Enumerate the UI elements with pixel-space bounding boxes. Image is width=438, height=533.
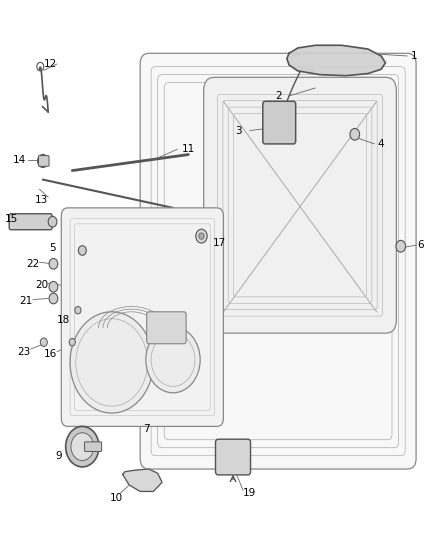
Text: 23: 23 (18, 347, 31, 357)
Text: 14: 14 (13, 155, 26, 165)
Text: 15: 15 (4, 214, 18, 223)
Text: 10: 10 (110, 494, 123, 503)
Text: 12: 12 (44, 59, 57, 69)
FancyBboxPatch shape (215, 439, 251, 475)
Text: 1: 1 (410, 51, 417, 61)
Circle shape (49, 259, 58, 269)
FancyBboxPatch shape (263, 101, 296, 144)
Text: 16: 16 (44, 350, 57, 359)
FancyBboxPatch shape (204, 77, 396, 333)
Circle shape (350, 128, 360, 140)
Circle shape (49, 281, 58, 292)
Circle shape (78, 246, 86, 255)
Circle shape (146, 327, 200, 393)
Circle shape (396, 240, 406, 252)
Circle shape (40, 338, 47, 346)
FancyBboxPatch shape (9, 214, 52, 230)
Text: 13: 13 (35, 195, 48, 205)
Circle shape (199, 233, 204, 239)
Circle shape (38, 155, 48, 167)
FancyBboxPatch shape (39, 156, 49, 166)
Text: 7: 7 (143, 424, 150, 434)
Circle shape (49, 293, 58, 304)
Text: 2: 2 (275, 91, 282, 101)
Text: 21: 21 (20, 296, 33, 306)
Circle shape (66, 426, 99, 467)
Circle shape (48, 216, 57, 227)
Circle shape (69, 338, 75, 346)
Text: 5: 5 (49, 243, 56, 253)
Text: 17: 17 (212, 238, 226, 247)
FancyBboxPatch shape (61, 208, 223, 426)
Polygon shape (123, 469, 162, 491)
Text: 6: 6 (417, 240, 424, 250)
FancyBboxPatch shape (85, 442, 102, 451)
Text: 11: 11 (182, 144, 195, 154)
Circle shape (75, 306, 81, 314)
Text: 9: 9 (56, 451, 63, 461)
Text: 19: 19 (243, 488, 256, 498)
Circle shape (71, 433, 94, 461)
Text: 3: 3 (235, 126, 242, 135)
Polygon shape (287, 45, 385, 76)
FancyBboxPatch shape (147, 312, 186, 344)
FancyBboxPatch shape (140, 53, 416, 469)
Text: 4: 4 (378, 139, 385, 149)
Text: 20: 20 (35, 280, 48, 290)
Text: 22: 22 (26, 259, 39, 269)
Circle shape (196, 229, 207, 243)
Circle shape (70, 312, 153, 413)
Text: 18: 18 (57, 315, 70, 325)
